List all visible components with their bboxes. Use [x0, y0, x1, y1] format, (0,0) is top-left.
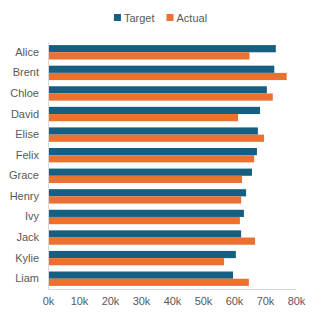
bar: [48, 251, 236, 258]
bar: [48, 155, 254, 162]
tick-label: Elise: [15, 128, 39, 140]
tick-label: Felix: [16, 149, 40, 161]
bar: [48, 45, 276, 52]
bar: [48, 272, 233, 279]
tick: 10k: [71, 289, 89, 307]
tick: Jack: [16, 231, 48, 243]
tick: 60k: [226, 289, 244, 307]
tick: Ivy: [25, 210, 48, 222]
tick: Felix: [16, 149, 48, 161]
bar: [48, 169, 252, 176]
tick: 40k: [164, 289, 182, 307]
tick-label: 0k: [43, 295, 55, 307]
tick: Kylie: [15, 252, 48, 264]
tick-label: Grace: [9, 169, 39, 181]
tick: Chloe: [10, 87, 48, 99]
x-axis: 0k 10k 20k 30k 40k 50k 60k 70k 80k: [43, 289, 306, 307]
chart: 0k 10k 20k 30k 40k 50k 60k 70k 80k Alice Brent Chlo…: [0, 0, 321, 321]
axis-line: [49, 289, 297, 290]
tick-label: Chloe: [10, 87, 39, 99]
tick-label: David: [11, 108, 39, 120]
tick: Henry: [10, 190, 48, 202]
bar: [48, 73, 287, 80]
bar: [48, 114, 238, 121]
bar: [48, 176, 242, 183]
legend-swatch: [114, 14, 121, 21]
tick-label: 80k: [288, 295, 306, 307]
bars: [48, 45, 287, 286]
tick: David: [11, 108, 48, 120]
tick-label: 40k: [164, 295, 182, 307]
tick: Liam: [15, 272, 48, 284]
bar: [48, 230, 241, 237]
bar: [48, 210, 244, 217]
tick: 0k: [43, 289, 55, 307]
legend-item: Target: [114, 12, 155, 24]
tick: Grace: [9, 169, 48, 181]
bar: [48, 189, 246, 196]
tick-label: Liam: [15, 272, 39, 284]
tick-label: 60k: [226, 295, 244, 307]
bar: [48, 127, 258, 134]
bar: [48, 66, 274, 73]
tick: Brent: [13, 66, 48, 78]
tick-label: Brent: [13, 66, 39, 78]
tick-label: 10k: [71, 295, 89, 307]
bar: [48, 279, 249, 286]
tick: 30k: [133, 289, 151, 307]
y-axis: Alice Brent Chloe David Elise Felix Grace Henry…: [9, 43, 48, 290]
bar: [48, 258, 224, 265]
tick-label: 70k: [257, 295, 275, 307]
tick: 50k: [195, 289, 213, 307]
legend: Target Actual: [114, 12, 207, 24]
tick: 80k: [288, 289, 306, 307]
tick: 20k: [102, 289, 120, 307]
tick-label: Ivy: [25, 210, 40, 222]
legend-label: Actual: [177, 12, 208, 24]
bar: [48, 135, 264, 142]
bar: [48, 107, 260, 114]
tick-label: 20k: [102, 295, 120, 307]
bar: [48, 93, 273, 100]
legend-label: Target: [124, 12, 155, 24]
tick: Alice: [15, 46, 48, 58]
bar: [48, 148, 257, 155]
bar: [48, 86, 267, 93]
tick: Elise: [15, 128, 48, 140]
tick-label: Alice: [15, 46, 39, 58]
tick-label: Kylie: [15, 252, 39, 264]
tick-label: 50k: [195, 295, 213, 307]
axis-line: [48, 43, 49, 290]
bar: [48, 217, 240, 224]
legend-item: Actual: [167, 12, 208, 24]
tick-label: Jack: [16, 231, 39, 243]
tick: 70k: [257, 289, 275, 307]
tick-label: Henry: [10, 190, 40, 202]
legend-swatch: [167, 14, 174, 21]
bar: [48, 196, 241, 203]
bar: [48, 52, 250, 59]
bar: [48, 238, 255, 245]
tick-label: 30k: [133, 295, 151, 307]
